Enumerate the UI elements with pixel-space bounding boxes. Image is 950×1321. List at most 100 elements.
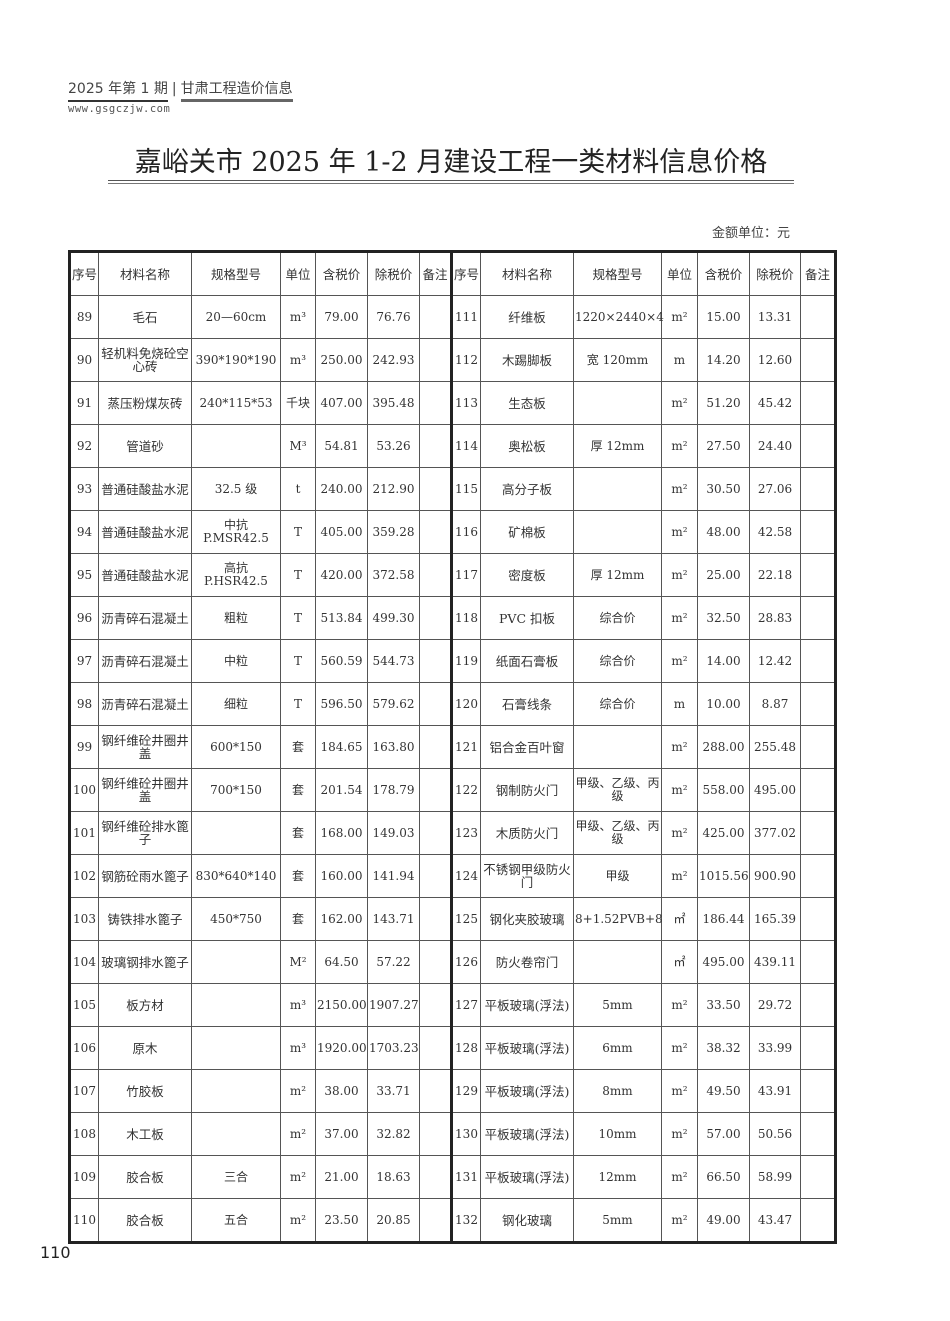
price-excl-tax-cell: 13.31 — [749, 295, 801, 339]
unit-cell: m² — [280, 1069, 316, 1113]
material-name-cell: 胶合板 — [98, 1198, 192, 1243]
price-incl-tax-cell: 407.00 — [315, 381, 368, 425]
material-name-cell: 胶合板 — [98, 1155, 192, 1199]
price-incl-tax-cell: 162.00 — [315, 897, 368, 941]
seq-cell: 127 — [450, 983, 481, 1027]
price-incl-tax-cell: 57.00 — [697, 1112, 750, 1156]
remark-cell — [800, 897, 836, 941]
unit-cell: 千块 — [280, 381, 316, 425]
seq-cell: 89 — [69, 295, 99, 339]
table-row: 98 沥青碎石混凝土 细粒 T 596.50 579.62 120 石膏线条 综合价 m 10.00… — [69, 682, 836, 726]
remark-cell — [800, 338, 836, 382]
material-name-cell: 石膏线条 — [480, 682, 574, 726]
price-excl-tax-cell: 29.72 — [749, 983, 801, 1027]
price-excl-tax-cell: 28.83 — [749, 596, 801, 640]
table-row: 91 蒸压粉煤灰砖 240*115*53 千块 407.00 395.48 113 生态板 m²… — [69, 381, 836, 425]
unit-cell: m² — [661, 1026, 698, 1070]
unit-cell: m² — [661, 1198, 698, 1243]
seq-cell: 96 — [69, 596, 99, 640]
seq-cell: 111 — [450, 295, 481, 339]
remark-cell — [800, 811, 836, 855]
material-name-cell: 矿棉板 — [480, 510, 574, 554]
material-name-cell: 沥青碎石混凝土 — [98, 682, 192, 726]
unit-cell: m² — [280, 1155, 316, 1199]
price-excl-tax-cell: 255.48 — [749, 725, 801, 769]
spec-cell: 6mm — [573, 1026, 662, 1070]
price-excl-tax-cell: 53.26 — [367, 424, 420, 468]
table-row: 109 胶合板 三合 m² 21.00 18.63 131 平板玻璃(浮法) 12mm m² 66.… — [69, 1155, 836, 1199]
unit-cell: ㎡ — [661, 897, 698, 941]
spec-cell: 综合价 — [573, 682, 662, 726]
material-name-cell: 生态板 — [480, 381, 574, 425]
price-incl-tax-cell: 30.50 — [697, 467, 750, 511]
material-name-cell: 普通硅酸盐水泥 — [98, 510, 192, 554]
column-header-spec: 规格型号 — [573, 251, 662, 296]
unit-cell: T — [280, 639, 316, 683]
remark-cell — [800, 295, 836, 339]
unit-cell: m — [661, 682, 698, 726]
spec-cell — [573, 467, 662, 511]
price-excl-tax-cell: 395.48 — [367, 381, 420, 425]
magazine-name: 甘肃工程造价信息 — [180, 78, 293, 102]
seq-cell: 114 — [450, 424, 481, 468]
spec-cell: 20—60cm — [191, 295, 281, 339]
material-name-cell: 平板玻璃(浮法) — [480, 983, 574, 1027]
price-incl-tax-cell: 558.00 — [697, 768, 750, 812]
remark-cell — [800, 1026, 836, 1070]
remark-cell — [419, 1069, 452, 1113]
price-incl-tax-cell: 66.50 — [697, 1155, 750, 1199]
seq-cell: 101 — [69, 811, 99, 855]
material-name-cell: 钢纤维砼井圈井盖 — [98, 725, 192, 769]
price-incl-tax-cell: 25.00 — [697, 553, 750, 597]
column-header-price-incl-tax: 含税价 — [315, 251, 368, 296]
remark-cell — [419, 682, 452, 726]
table-row: 89 毛石 20—60cm m³ 79.00 76.76 111 纤维板 1220×2440×4… — [69, 295, 836, 339]
price-incl-tax-cell: 48.00 — [697, 510, 750, 554]
table-row: 105 板方材 m³ 2150.00 1907.27 127 平板玻璃(浮法) 5mm m² 33… — [69, 983, 836, 1027]
seq-cell: 117 — [450, 553, 481, 597]
unit-cell: m³ — [280, 338, 316, 382]
remark-cell — [419, 381, 452, 425]
spec-cell: 综合价 — [573, 639, 662, 683]
seq-cell: 100 — [69, 768, 99, 812]
seq-cell: 122 — [450, 768, 481, 812]
seq-cell: 112 — [450, 338, 481, 382]
price-excl-tax-cell: 499.30 — [367, 596, 420, 640]
currency-unit-note: 金额单位：元 — [711, 226, 790, 241]
price-excl-tax-cell: 143.71 — [367, 897, 420, 941]
seq-cell: 107 — [69, 1069, 99, 1113]
unit-cell: m² — [661, 1155, 698, 1199]
table-row: 99 钢纤维砼井圈井盖 600*150 套 184.65 163.80 121 铝合金百叶窗 m… — [69, 725, 836, 769]
seq-cell: 99 — [69, 725, 99, 769]
price-incl-tax-cell: 49.50 — [697, 1069, 750, 1113]
price-excl-tax-cell: 1907.27 — [367, 983, 420, 1027]
remark-cell — [800, 381, 836, 425]
spec-cell: 厚 12mm — [573, 553, 662, 597]
remark-cell — [419, 639, 452, 683]
seq-cell: 116 — [450, 510, 481, 554]
column-header-price-incl-tax: 含税价 — [697, 251, 750, 296]
table-row: 102 钢筋砼雨水篦子 830*640*140 套 160.00 141.94 124 不锈钢… — [69, 854, 836, 898]
price-excl-tax-cell: 76.76 — [367, 295, 420, 339]
unit-cell: m² — [661, 381, 698, 425]
table-row: 107 竹胶板 m² 38.00 33.71 129 平板玻璃(浮法) 8mm m² 49.50 4… — [69, 1069, 836, 1113]
price-excl-tax-cell: 377.02 — [749, 811, 801, 855]
material-name-cell: 蒸压粉煤灰砖 — [98, 381, 192, 425]
issue-label: 2025 年第 1 期 — [68, 78, 168, 102]
price-incl-tax-cell: 168.00 — [315, 811, 368, 855]
seq-cell: 98 — [69, 682, 99, 726]
remark-cell — [800, 1069, 836, 1113]
spec-cell — [191, 1026, 281, 1070]
price-excl-tax-cell: 544.73 — [367, 639, 420, 683]
unit-cell: M³ — [280, 424, 316, 468]
column-header-material-name: 材料名称 — [98, 251, 192, 296]
unit-cell: m³ — [280, 983, 316, 1027]
unit-cell: 套 — [280, 854, 316, 898]
price-excl-tax-cell: 58.99 — [749, 1155, 801, 1199]
table-header-row: 序号 材料名称 规格型号 单位 含税价 除税价 备注 序号 材料名称 规格型号 单位 含税价 除税价 备注 — [69, 251, 836, 296]
price-incl-tax-cell: 27.50 — [697, 424, 750, 468]
remark-cell — [419, 854, 452, 898]
seq-cell: 132 — [450, 1198, 481, 1243]
seq-cell: 104 — [69, 940, 99, 984]
material-name-cell: 玻璃钢排水篦子 — [98, 940, 192, 984]
